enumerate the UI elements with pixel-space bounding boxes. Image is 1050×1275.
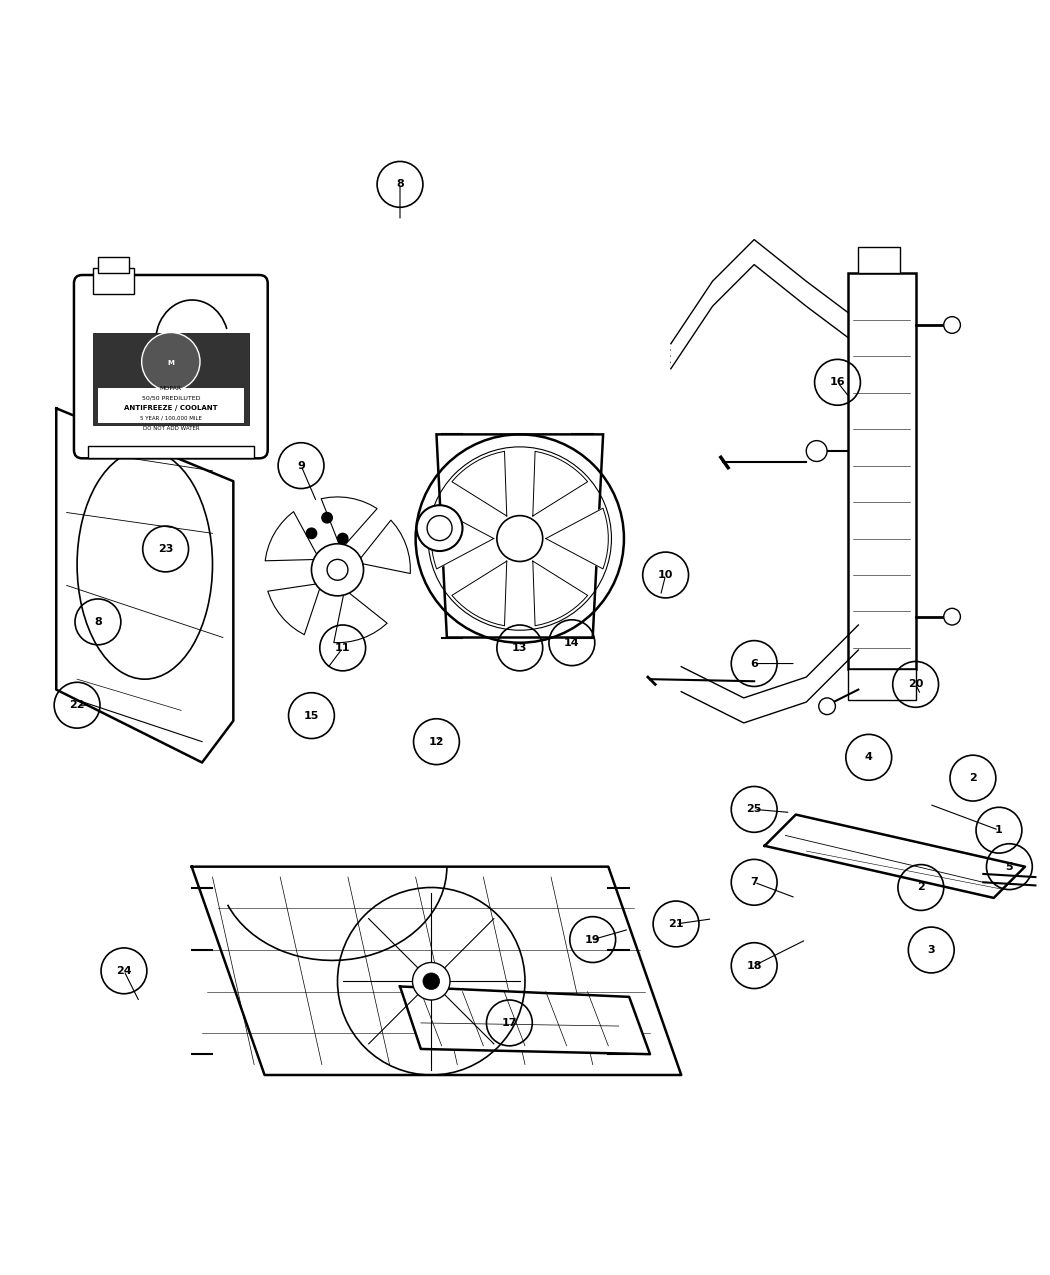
Circle shape: [819, 697, 836, 714]
Bar: [98, 258, 129, 273]
Text: 10: 10: [658, 570, 673, 580]
Circle shape: [806, 441, 827, 462]
Polygon shape: [266, 511, 319, 561]
Bar: [92, 268, 134, 293]
Text: 8: 8: [94, 617, 102, 627]
Text: 9: 9: [297, 460, 304, 470]
Polygon shape: [532, 561, 588, 626]
Text: 2: 2: [969, 773, 977, 783]
Polygon shape: [764, 815, 1025, 898]
Text: 5: 5: [1006, 862, 1013, 872]
Text: 3: 3: [927, 945, 936, 955]
Bar: [858, 247, 900, 273]
Text: 8: 8: [396, 180, 404, 190]
Circle shape: [307, 528, 317, 538]
Text: 15: 15: [303, 710, 319, 720]
Text: DO NOT ADD WATER: DO NOT ADD WATER: [143, 426, 200, 431]
Circle shape: [497, 515, 543, 561]
Text: 13: 13: [512, 643, 527, 653]
Circle shape: [427, 515, 453, 541]
Circle shape: [337, 533, 348, 543]
Bar: [848, 669, 916, 700]
Text: 18: 18: [747, 960, 762, 970]
Polygon shape: [432, 509, 493, 569]
Circle shape: [142, 333, 200, 391]
Polygon shape: [452, 451, 507, 516]
Polygon shape: [532, 451, 588, 516]
Text: 12: 12: [428, 737, 444, 747]
Text: 2: 2: [917, 882, 925, 892]
Text: 24: 24: [117, 966, 131, 975]
Text: ANTIFREEZE / COOLANT: ANTIFREEZE / COOLANT: [124, 405, 217, 412]
Text: 4: 4: [865, 752, 873, 762]
Text: 5 YEAR / 100,000 MILE: 5 YEAR / 100,000 MILE: [140, 416, 202, 421]
Circle shape: [417, 505, 462, 551]
Text: 21: 21: [668, 919, 684, 929]
Text: 16: 16: [830, 377, 845, 388]
Text: MOPAR: MOPAR: [160, 386, 182, 391]
Circle shape: [413, 963, 450, 1000]
Text: 22: 22: [69, 700, 85, 710]
Polygon shape: [321, 497, 377, 550]
Circle shape: [944, 608, 961, 625]
Circle shape: [423, 973, 440, 989]
Polygon shape: [452, 561, 507, 626]
Polygon shape: [268, 583, 321, 635]
Bar: [848, 273, 916, 669]
Text: 23: 23: [158, 544, 173, 553]
Circle shape: [944, 316, 961, 333]
Polygon shape: [357, 520, 411, 574]
Polygon shape: [57, 408, 233, 762]
FancyBboxPatch shape: [74, 275, 268, 458]
Circle shape: [312, 543, 363, 595]
Text: 25: 25: [747, 805, 762, 815]
Text: 50/50 PREDILUTED: 50/50 PREDILUTED: [142, 395, 201, 400]
Text: 17: 17: [502, 1017, 517, 1028]
Bar: [98, 388, 244, 423]
Text: 20: 20: [908, 680, 923, 690]
Text: 6: 6: [751, 659, 758, 668]
Polygon shape: [546, 509, 608, 569]
Circle shape: [328, 560, 348, 580]
Bar: [92, 333, 249, 425]
Text: 14: 14: [564, 638, 580, 648]
Polygon shape: [400, 987, 650, 1054]
Circle shape: [322, 513, 332, 523]
Bar: [87, 446, 254, 458]
Text: 11: 11: [335, 643, 351, 653]
Text: 1: 1: [995, 825, 1003, 835]
Polygon shape: [334, 589, 387, 643]
Text: 7: 7: [751, 877, 758, 887]
Text: 19: 19: [585, 935, 601, 945]
Text: M: M: [167, 361, 174, 366]
